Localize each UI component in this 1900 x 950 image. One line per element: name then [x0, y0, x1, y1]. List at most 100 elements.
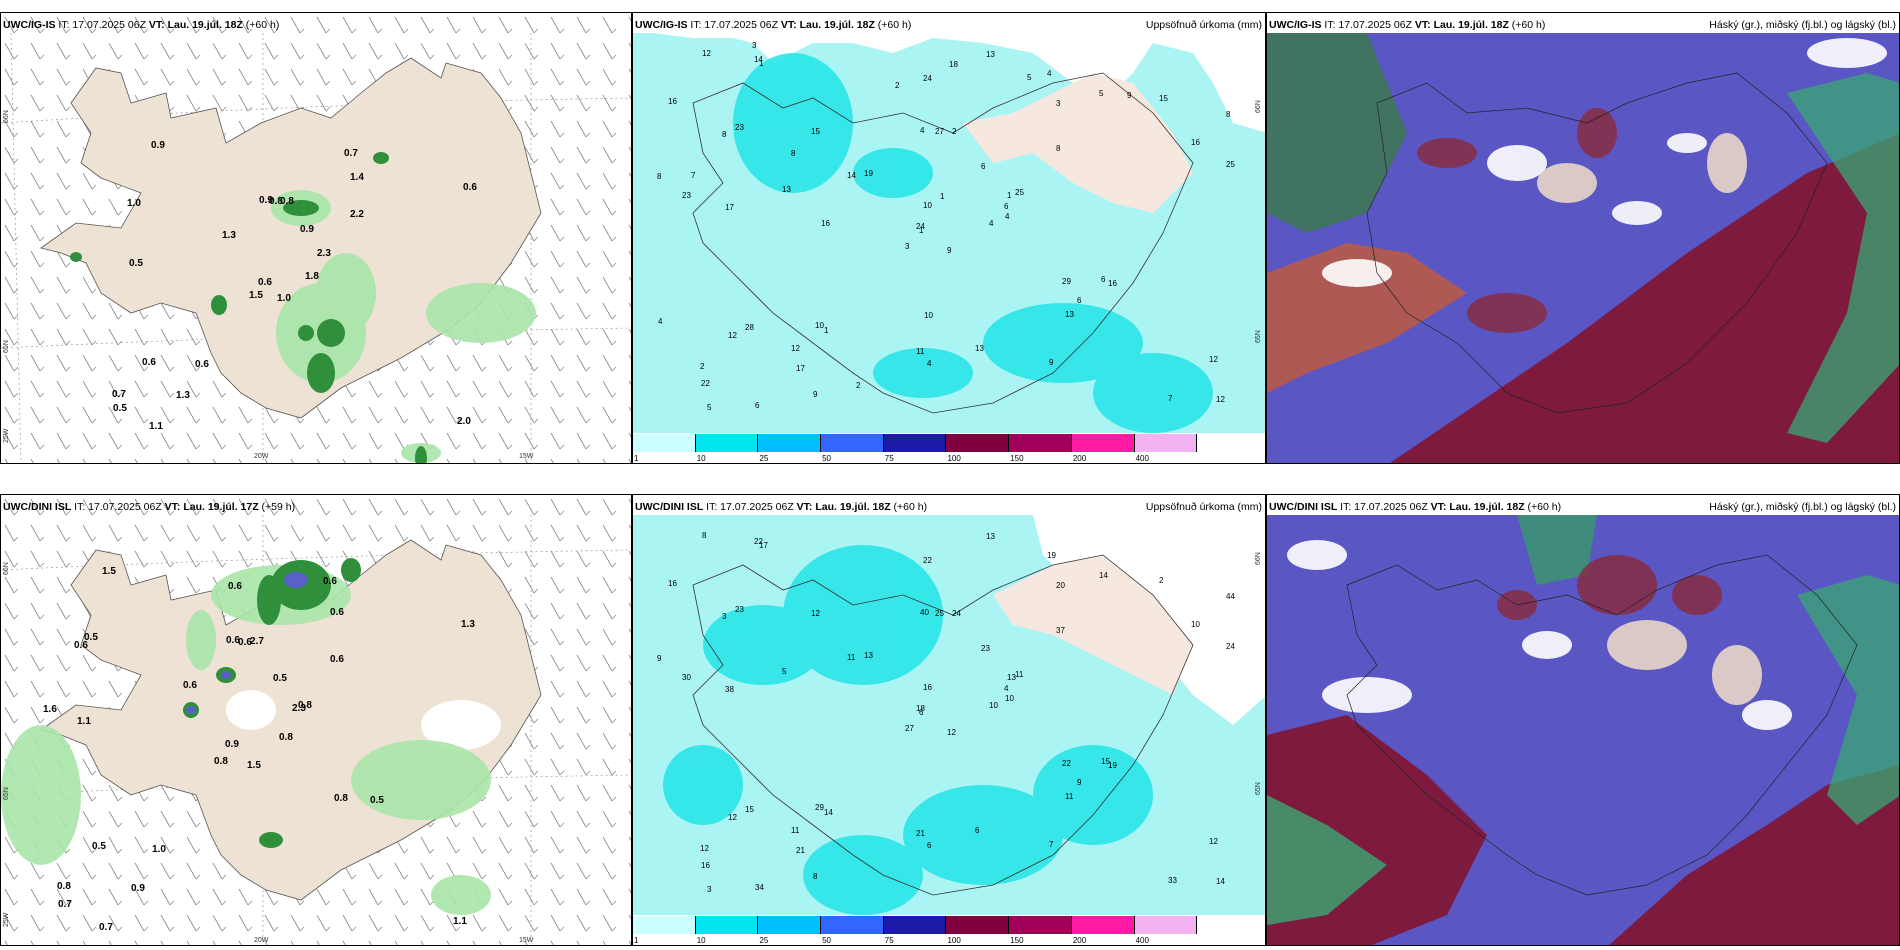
point-value: 24 [923, 74, 932, 83]
scale-swatch [883, 916, 947, 934]
scale-label: 10 [696, 936, 706, 945]
point-value: 1.3 [222, 230, 236, 241]
point-value: 0.6 [463, 182, 477, 193]
point-value: 8 [813, 872, 818, 881]
scale-label: 25 [759, 454, 769, 463]
point-value: 1.3 [461, 619, 475, 630]
point-value: 20 [1056, 581, 1065, 590]
scale-label: 400 [1135, 936, 1149, 945]
point-value: 11 [1015, 670, 1024, 679]
point-value: 16 [1191, 138, 1200, 147]
point-value: 22 [701, 379, 710, 388]
point-value: 0.9 [131, 883, 145, 894]
point-value: 16 [668, 579, 677, 588]
point-value: 4 [1004, 684, 1009, 693]
map-clouds-top [1267, 33, 1899, 463]
point-value: 30 [682, 673, 691, 682]
point-value: 13 [986, 50, 995, 59]
scale-label: 50 [822, 936, 831, 945]
point-value: 1.0 [277, 293, 291, 304]
scale-swatch [1134, 916, 1198, 934]
point-value: 12 [1209, 355, 1218, 364]
point-value: 24 [952, 609, 961, 618]
map-clouds-bottom [1267, 515, 1899, 945]
point-value: 17 [759, 541, 768, 550]
point-value: 9 [947, 246, 952, 255]
scale-swatch [758, 434, 822, 452]
point-value: 25 [935, 609, 944, 618]
scale-label: 150 [1010, 936, 1024, 945]
point-value: 9 [1077, 778, 1082, 787]
lon-label-20: 20W [254, 453, 269, 460]
lat-label-65: 65N [3, 340, 10, 353]
point-value: 10 [1191, 620, 1200, 629]
point-value: 18 [916, 704, 925, 713]
point-value: 13 [1007, 673, 1016, 682]
point-value: 22 [1062, 759, 1071, 768]
point-value: 2 [1159, 576, 1164, 585]
point-value: 19 [1047, 551, 1056, 560]
lon-label-25: 25W [3, 912, 10, 927]
panel-variable: Háský (gr.), miðský (fj.bl.) og lágský (… [1709, 19, 1896, 31]
scale-label: 25 [759, 936, 769, 945]
point-value: 1.5 [247, 760, 261, 771]
point-value: 8 [1226, 110, 1231, 119]
point-value: 44 [1226, 592, 1235, 601]
lat-label-65: 65N [3, 787, 10, 800]
point-value: 23 [735, 123, 744, 132]
point-value: 0.9 [259, 195, 273, 206]
point-value: 40 [920, 608, 929, 617]
point-value: 0.6 [226, 635, 240, 646]
scale-swatch [1134, 434, 1198, 452]
scale-label: 1 [634, 936, 639, 945]
point-value: 14 [824, 808, 833, 817]
point-value: 6 [975, 826, 980, 835]
point-value: 2.3 [292, 703, 306, 714]
point-value: 2 [700, 362, 705, 371]
point-value: 33 [1168, 876, 1177, 885]
point-value: 1.0 [152, 844, 166, 855]
lon-label-20: 20W [254, 937, 269, 944]
scale-label: 100 [947, 936, 961, 945]
point-value: 5 [1027, 73, 1032, 82]
panel-bottom-right: UWC/DINI ISL IT: 17.07.2025 06Z VT: Lau.… [1266, 494, 1900, 946]
point-value: 14 [847, 171, 856, 180]
panel-variable: Uppsöfnuð úrkoma (mm) [1145, 19, 1262, 31]
point-value: 4 [927, 359, 932, 368]
point-value: 12 [1209, 837, 1218, 846]
point-value: 1.1 [149, 421, 163, 432]
point-value: 1.6 [43, 704, 57, 715]
point-value: 5 [1099, 89, 1104, 98]
point-value: 22 [754, 537, 763, 546]
point-value: 4 [1005, 212, 1010, 221]
point-value: 1 [759, 59, 764, 68]
lat-label-65: 65N [1255, 782, 1262, 795]
point-value: 16 [1108, 279, 1117, 288]
point-value: 9 [657, 654, 662, 663]
point-value: 4 [989, 219, 994, 228]
point-value: 15 [745, 805, 754, 814]
point-value: 6 [927, 841, 932, 850]
point-value: 11 [791, 826, 800, 835]
panel-top-left: UWC/IG-IS IT: 17.07.2025 06Z VT: Lau. 19… [0, 12, 632, 464]
point-value: 29 [1062, 277, 1071, 286]
point-value: 1.1 [453, 916, 467, 927]
scale-swatch [633, 434, 696, 452]
point-value: 4 [1047, 69, 1052, 78]
point-value: 2.2 [350, 209, 364, 220]
point-value: 0.9 [225, 739, 239, 750]
panel-title: UWC/IG-IS IT: 17.07.2025 06Z VT: Lau. 19… [3, 19, 280, 31]
point-value: 10 [924, 311, 933, 320]
point-value: 27 [935, 127, 944, 136]
point-value: 0.6 [195, 359, 209, 370]
point-value: 27 [905, 724, 914, 733]
lat-label-66: 66N [1255, 552, 1262, 565]
scale-label: 75 [884, 454, 894, 463]
panel-title: UWC/DINI ISL IT: 17.07.2025 06Z VT: Lau.… [1269, 501, 1562, 513]
point-value: 0.8 [269, 196, 283, 207]
point-value: 3 [905, 242, 910, 251]
point-value: 3 [752, 41, 757, 50]
point-value: 1.5 [102, 566, 116, 577]
point-value: 13 [782, 185, 791, 194]
point-value: 21 [796, 846, 805, 855]
